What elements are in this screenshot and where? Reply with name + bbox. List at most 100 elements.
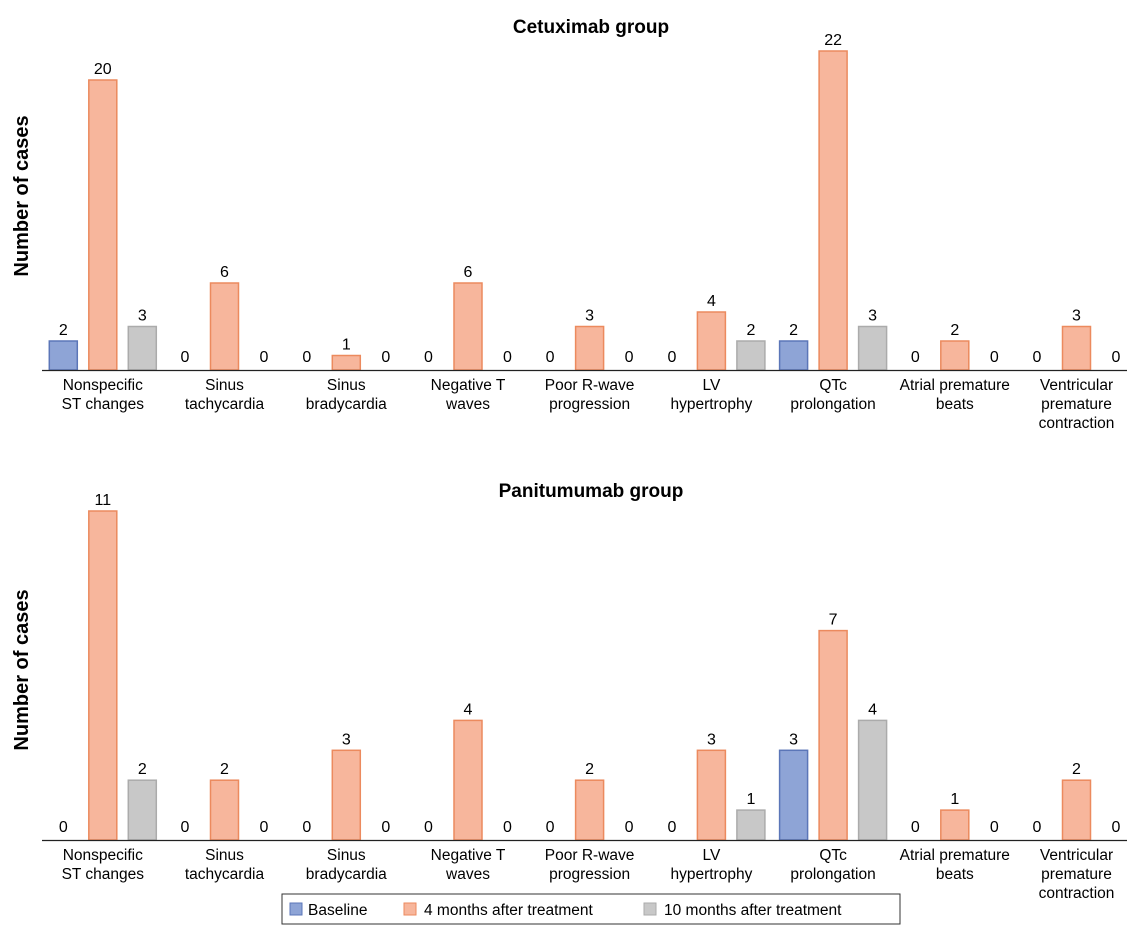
cetuximab-value-label-sinus-tachycardia-baseline: 0 xyxy=(181,349,190,366)
cetuximab-chart-title: Cetuximab group xyxy=(513,17,669,38)
cetuximab-tick-label-sinus-bradycardia: Sinus bradycardia xyxy=(306,377,387,413)
panitumumab-value-label-ventricular-premature-baseline: 0 xyxy=(1033,819,1042,836)
panitumumab-tick-label-negative-t-waves: Negative T waves xyxy=(431,847,506,883)
cetuximab-tick-label-line: premature xyxy=(1041,396,1112,413)
panitumumab-value-label-nonspecific-st-4-months: 11 xyxy=(94,492,111,509)
panitumumab-bar-sinus-bradycardia-4-months xyxy=(331,749,362,841)
panitumumab-y-axis-label: Number of cases xyxy=(11,589,33,750)
cetuximab-bar-sinus-tachycardia-4-months xyxy=(209,282,240,371)
cetuximab-bar-lv-hypertrophy-4-months xyxy=(696,311,727,371)
legend-label-10-months: 10 months after treatment xyxy=(664,902,842,919)
cetuximab-tick-label-line: LV xyxy=(702,377,720,394)
panitumumab-value-label-atrial-premature-10-months: 0 xyxy=(990,819,999,836)
panitumumab-tick-label-line: Negative T xyxy=(431,847,506,864)
panitumumab-value-label-negative-t-waves-baseline: 0 xyxy=(424,819,433,836)
panitumumab-tick-label-line: beats xyxy=(936,866,974,883)
cetuximab-tick-label-line: bradycardia xyxy=(306,396,387,413)
panitumumab-bar-lv-hypertrophy-10-months xyxy=(736,809,766,841)
cetuximab-tick-label-line: progression xyxy=(549,396,630,413)
panitumumab-chart-title: Panitumumab group xyxy=(499,481,684,502)
panitumumab-tick-label-line: hypertrophy xyxy=(670,866,752,883)
panitumumab-value-label-negative-t-waves-10-months: 0 xyxy=(503,819,512,836)
legend-swatch-10-months xyxy=(643,902,657,916)
panitumumab-value-label-ventricular-premature-4-months: 2 xyxy=(1072,761,1081,778)
cetuximab-tick-label-line: waves xyxy=(445,396,490,413)
panitumumab-value-label-poor-r-wave-baseline: 0 xyxy=(546,819,555,836)
panitumumab-tick-label-line: waves xyxy=(445,866,490,883)
cetuximab-chart: Number of cases Cetuximab group 2203Nons… xyxy=(11,17,1127,432)
cetuximab-tick-label-line: Nonspecific xyxy=(63,377,143,394)
panitumumab-value-label-qtc-prolongation-10-months: 4 xyxy=(868,701,877,718)
cetuximab-value-label-negative-t-waves-10-months: 0 xyxy=(503,349,512,366)
panitumumab-tick-label-line: Nonspecific xyxy=(63,847,143,864)
cetuximab-value-label-sinus-tachycardia-10-months: 0 xyxy=(260,349,269,366)
cetuximab-tick-label-line: Sinus xyxy=(205,377,244,394)
cetuximab-tick-label-negative-t-waves: Negative T waves xyxy=(431,377,506,413)
panitumumab-tick-label-sinus-bradycardia: Sinus bradycardia xyxy=(306,847,387,883)
cetuximab-tick-label-line: prolongation xyxy=(790,396,875,413)
cetuximab-tick-label-line: Sinus xyxy=(327,377,366,394)
panitumumab-bar-lv-hypertrophy-4-months xyxy=(696,749,727,841)
cetuximab-tick-label-line: contraction xyxy=(1039,415,1115,432)
panitumumab-value-label-sinus-bradycardia-10-months: 0 xyxy=(381,819,390,836)
cetuximab-value-label-sinus-bradycardia-baseline: 0 xyxy=(302,349,311,366)
legend-swatch-baseline xyxy=(289,902,303,916)
cetuximab-tick-label-line: ST changes xyxy=(62,396,145,413)
panitumumab-bar-negative-t-waves-4-months xyxy=(453,719,483,841)
panitumumab-bar-qtc-prolongation-10-months xyxy=(857,719,888,841)
panitumumab-tick-label-line: Sinus xyxy=(205,847,244,864)
panitumumab-bar-nonspecific-st-10-months xyxy=(127,779,158,841)
panitumumab-value-label-nonspecific-st-baseline: 0 xyxy=(59,819,68,836)
cetuximab-bar-atrial-premature-4-months xyxy=(940,340,970,371)
cetuximab-value-label-nonspecific-st-10-months: 3 xyxy=(138,308,147,325)
panitumumab-value-label-poor-r-wave-4-months: 2 xyxy=(585,761,594,778)
panitumumab-chart: Number of cases Panitumumab group 0 11 2 No… xyxy=(11,481,1127,902)
panitumumab-value-label-sinus-bradycardia-4-months: 3 xyxy=(342,731,351,748)
legend-swatch-4-months xyxy=(403,902,417,916)
panitumumab-tick-label-line: Atrial premature xyxy=(900,847,1010,864)
cetuximab-bar-qtc-prolongation-baseline xyxy=(778,340,809,371)
panitumumab-value-label-atrial-premature-4-months: 1 xyxy=(950,791,959,808)
panitumumab-tick-label-line: QTc xyxy=(819,847,847,864)
panitumumab-value-label-sinus-tachycardia-10-months: 0 xyxy=(260,819,269,836)
legend-label-baseline: Baseline xyxy=(308,902,367,919)
panitumumab-value-label-qtc-prolongation-baseline: 3 xyxy=(789,731,798,748)
panitumumab-tick-label-line: tachycardia xyxy=(185,866,265,883)
cetuximab-tick-label-poor-r-wave: Poor R-wave progression xyxy=(545,377,635,413)
panitumumab-bar-nonspecific-st-4-months xyxy=(88,510,118,841)
cetuximab-value-label-nonspecific-st-4-months: 20 xyxy=(94,61,112,78)
panitumumab-tick-label-line: prolongation xyxy=(790,866,875,883)
panitumumab-value-label-sinus-tachycardia-baseline: 0 xyxy=(181,819,190,836)
panitumumab-tick-label-line: Ventricular xyxy=(1040,847,1113,864)
cetuximab-tick-label-line: hypertrophy xyxy=(670,396,752,413)
cetuximab-tick-label-line: Ventricular xyxy=(1040,377,1113,394)
legend-box xyxy=(281,893,901,925)
cetuximab-value-label-qtc-prolongation-4-months: 22 xyxy=(824,32,842,49)
cetuximab-tick-label-sinus-tachycardia: Sinus tachycardia xyxy=(185,377,265,413)
cetuximab-value-label-poor-r-wave-baseline: 0 xyxy=(546,349,555,366)
cetuximab-tick-label-line: Negative T xyxy=(431,377,506,394)
panitumumab-value-label-poor-r-wave-10-months: 0 xyxy=(625,819,634,836)
panitumumab-value-label-negative-t-waves-4-months: 4 xyxy=(464,701,473,718)
cetuximab-value-label-negative-t-waves-4-months: 6 xyxy=(464,264,473,281)
panitumumab-tick-label-line: Poor R-wave xyxy=(545,847,635,864)
panitumumab-tick-label-qtc-prolongation: QTc prolongation xyxy=(790,847,875,883)
cetuximab-y-axis-label: Number of cases xyxy=(11,115,33,276)
cetuximab-value-label-atrial-premature-baseline: 0 xyxy=(911,349,920,366)
cetuximab-value-label-lv-hypertrophy-baseline: 0 xyxy=(667,349,676,366)
panitumumab-tick-label-sinus-tachycardia: Sinus tachycardia xyxy=(185,847,265,883)
panitumumab-tick-label-atrial-premature: Atrial premature beats xyxy=(900,847,1010,883)
panitumumab-tick-label-nonspecific-st: Nonspecific ST changes xyxy=(62,847,145,883)
panitumumab-bar-atrial-premature-4-months xyxy=(940,809,970,841)
cetuximab-tick-label-qtc-prolongation: QTc prolongation xyxy=(790,377,875,413)
cetuximab-tick-label-line: tachycardia xyxy=(185,396,265,413)
cetuximab-value-label-atrial-premature-10-months: 0 xyxy=(990,349,999,366)
cetuximab-value-label-atrial-premature-4-months: 2 xyxy=(950,322,959,339)
cetuximab-bar-nonspecific-st-4-months xyxy=(88,79,118,371)
panitumumab-tick-label-ventricular-premature: Ventricular premature contraction xyxy=(1039,847,1115,902)
cetuximab-value-label-lv-hypertrophy-4-months: 4 xyxy=(707,293,716,310)
legend-label-4-months: 4 months after treatment xyxy=(424,902,594,919)
cetuximab-bar-negative-t-waves-4-months xyxy=(453,282,483,371)
panitumumab-tick-label-lv-hypertrophy: LV hypertrophy xyxy=(670,847,752,883)
